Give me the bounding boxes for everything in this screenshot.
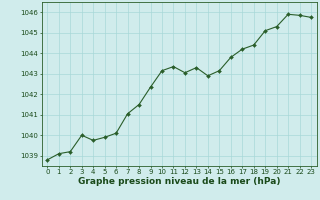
X-axis label: Graphe pression niveau de la mer (hPa): Graphe pression niveau de la mer (hPa)	[78, 177, 280, 186]
